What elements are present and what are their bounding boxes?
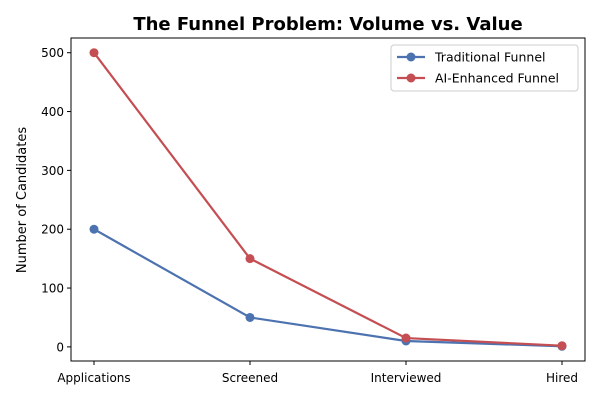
y-tick-label: 200 bbox=[41, 223, 64, 237]
y-tick-label: 400 bbox=[41, 105, 64, 119]
data-point bbox=[245, 312, 255, 322]
plot-frame bbox=[70, 37, 586, 362]
series-line-1 bbox=[93, 52, 563, 347]
data-point bbox=[89, 224, 99, 234]
y-tick-label: 100 bbox=[41, 282, 64, 296]
data-point bbox=[557, 341, 567, 351]
y-tick-label: 500 bbox=[41, 46, 64, 60]
x-tick-label: Screened bbox=[222, 371, 278, 385]
legend-marker bbox=[406, 73, 416, 83]
x-tick-label: Applications bbox=[57, 371, 130, 385]
legend: Traditional Funnel AI-Enhanced Funnel bbox=[390, 44, 579, 92]
legend-marker bbox=[406, 52, 416, 62]
series-line-0 bbox=[93, 228, 563, 348]
x-tick-label: Hired bbox=[546, 371, 578, 385]
y-tick-label: 0 bbox=[56, 340, 64, 354]
data-point bbox=[89, 48, 99, 58]
legend-box bbox=[390, 44, 579, 92]
data-point bbox=[245, 254, 255, 264]
chart-title: The Funnel Problem: Volume vs. Value bbox=[133, 14, 522, 35]
legend-label: Traditional Funnel bbox=[434, 50, 546, 65]
y-tick-label: 300 bbox=[41, 164, 64, 178]
data-point bbox=[401, 333, 411, 343]
y-axis-label: Number of Candidates bbox=[15, 127, 30, 273]
legend-label: AI-Enhanced Funnel bbox=[435, 71, 559, 86]
x-tick-label: Interviewed bbox=[371, 371, 442, 385]
